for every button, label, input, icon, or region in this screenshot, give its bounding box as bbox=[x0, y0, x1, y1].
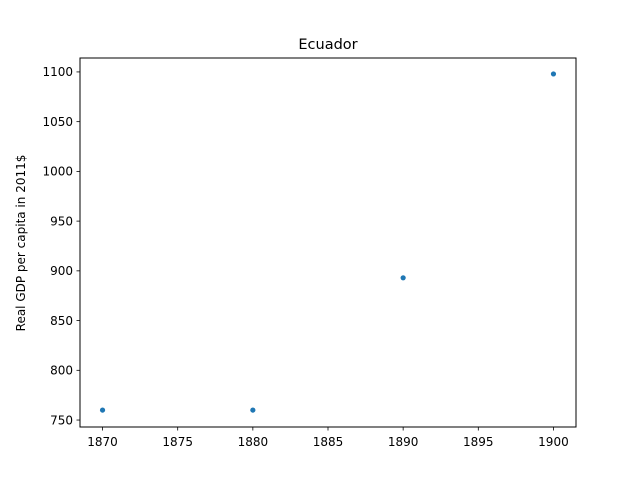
data-points bbox=[99, 71, 557, 413]
plot-frame bbox=[79, 57, 577, 428]
x-tick-label: 1875 bbox=[162, 435, 193, 449]
y-tick-label: 950 bbox=[50, 214, 73, 228]
chart-title: Ecuador bbox=[298, 37, 357, 53]
y-tick-label: 800 bbox=[50, 364, 73, 378]
x-tick-label: 1870 bbox=[87, 435, 118, 449]
y-tick-label: 900 bbox=[50, 264, 73, 278]
data-point bbox=[400, 275, 406, 281]
x-tick-label: 1900 bbox=[538, 435, 569, 449]
data-point bbox=[99, 407, 106, 413]
x-tick-label: 1880 bbox=[238, 435, 269, 449]
x-tick-label: 1890 bbox=[388, 435, 419, 449]
y-tick-label: 1050 bbox=[42, 115, 73, 129]
data-point bbox=[550, 71, 557, 77]
x-axis-ticks: 1870 1875 1880 1885 1890 1895 1900 bbox=[87, 427, 569, 449]
y-tick-label: 750 bbox=[50, 413, 73, 427]
data-point bbox=[250, 407, 256, 413]
x-tick-label: 1885 bbox=[313, 435, 344, 449]
x-tick-label: 1895 bbox=[463, 435, 494, 449]
y-axis-label: Real GDP per capita in 2011$ bbox=[14, 155, 28, 332]
y-axis-ticks: 750 800 850 900 950 1000 1050 1100 bbox=[42, 65, 80, 427]
y-tick-label: 1000 bbox=[42, 165, 73, 179]
y-tick-label: 850 bbox=[50, 314, 73, 328]
y-tick-label: 1100 bbox=[42, 65, 73, 79]
